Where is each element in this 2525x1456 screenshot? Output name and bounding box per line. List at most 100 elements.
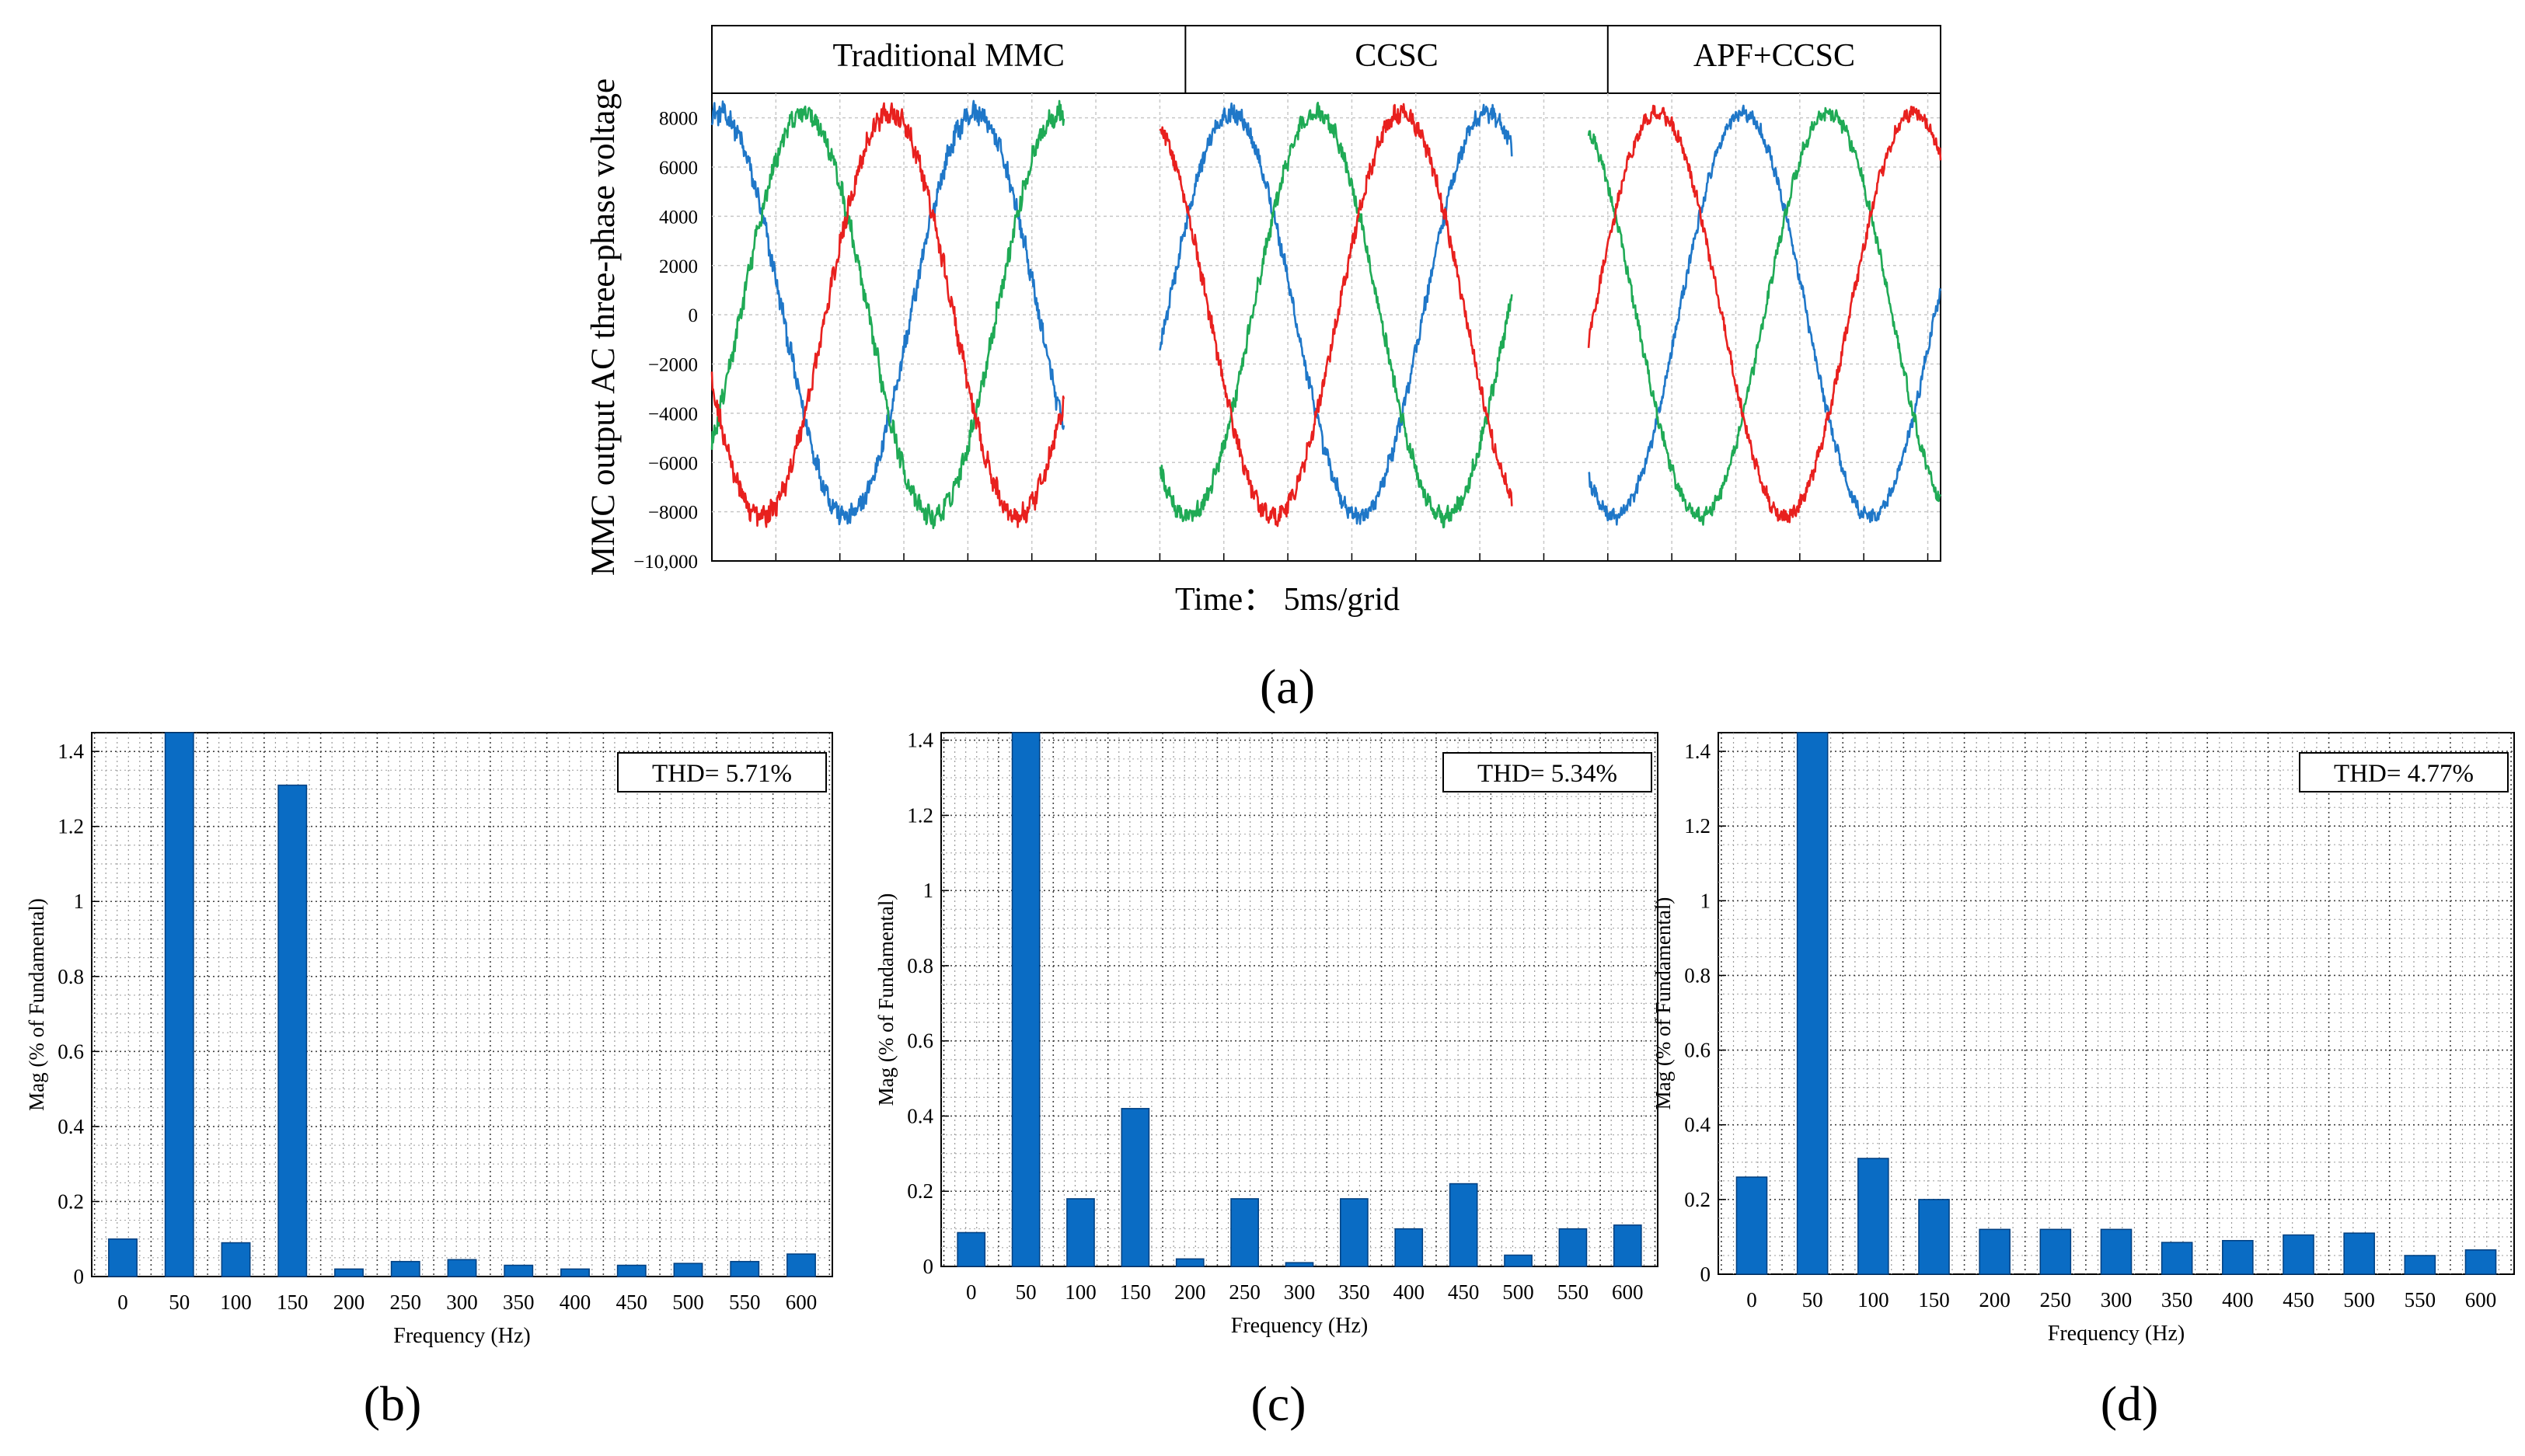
waveform-phase-green-seg3	[1587, 106, 1942, 526]
x-tick-label: 350	[1338, 1280, 1370, 1304]
y-tick-label: 0.8	[907, 954, 933, 977]
bar-600hz	[786, 1253, 816, 1277]
x-tick-label: 300	[2101, 1288, 2133, 1311]
y-tick-label: 0.6	[1684, 1039, 1711, 1062]
bar-400hz	[560, 1268, 590, 1277]
y-tick-label: 1	[923, 879, 934, 902]
x-axis-label: Time： 5ms/grid	[1175, 582, 1400, 618]
y-tick-label: 4000	[659, 207, 698, 228]
bar-50hz	[1796, 732, 1829, 1275]
x-tick-label: 50	[1802, 1288, 1823, 1311]
bar-400hz	[1394, 1228, 1424, 1267]
bar-250hz	[390, 1260, 420, 1277]
x-tick-label: 150	[1918, 1288, 1950, 1311]
bar-250hz	[1230, 1198, 1259, 1267]
plot-area	[91, 732, 833, 1277]
bar-550hz	[1558, 1228, 1588, 1267]
y-axis-label: Mag (% of Fundamental)	[1651, 897, 1675, 1110]
x-tick-label: 600	[1612, 1280, 1644, 1304]
x-tick-label: 250	[1229, 1280, 1261, 1304]
plot-area	[711, 92, 1941, 562]
panel-a-waveform-chart: Traditional MMC CCSC APF+CCSC 8000 6000 4000 2…	[585, 25, 1942, 714]
segment-title: CCSC	[1355, 38, 1438, 74]
y-axis-label: MMC output AC three-phase voltage	[585, 78, 622, 576]
x-tick-label: 550	[1557, 1280, 1589, 1304]
x-tick-label: 250	[2040, 1288, 2072, 1311]
waveform-phase-blue-seg2	[1159, 102, 1513, 525]
bar-600hz	[1613, 1224, 1642, 1267]
x-tick-label: 100	[1857, 1288, 1889, 1311]
bar-450hz	[2283, 1234, 2314, 1275]
x-tick-label: 150	[1120, 1280, 1152, 1304]
bar-600hz	[2464, 1249, 2497, 1275]
x-tick-label: 400	[2222, 1288, 2254, 1311]
bar-500hz	[2343, 1232, 2375, 1275]
bar-200hz	[1175, 1258, 1205, 1267]
x-tick-label: 550	[729, 1291, 761, 1314]
x-tick-label: 250	[390, 1291, 422, 1314]
y-tick-label: 0.4	[907, 1104, 933, 1127]
bar-50hz	[164, 732, 194, 1277]
y-tick-label: 1.2	[1684, 814, 1711, 838]
panel-label-c: (c)	[1250, 1376, 1306, 1431]
bar-100hz	[221, 1242, 251, 1277]
plot-area	[940, 732, 1658, 1267]
y-tick-label: 0.4	[58, 1115, 84, 1138]
y-tick-label: 1.4	[58, 740, 84, 763]
bar-400hz	[2222, 1239, 2254, 1275]
bar-300hz	[1285, 1262, 1314, 1267]
x-tick-label: 350	[503, 1291, 535, 1314]
x-tick-label: 500	[672, 1291, 704, 1314]
bar-300hz	[447, 1259, 477, 1277]
panel-label-b: (b)	[364, 1376, 422, 1431]
bar-450hz	[1449, 1183, 1478, 1267]
x-tick-label: 100	[1065, 1280, 1097, 1304]
bar-500hz	[673, 1263, 703, 1277]
waveform-phase-blue-seg3	[1588, 104, 1942, 526]
y-tick-label: 1.2	[907, 803, 933, 827]
y-tick-label: 2000	[659, 256, 698, 277]
y-tick-label: 0.8	[58, 965, 84, 988]
y-axis-label: Mag (% of Fundamental)	[874, 893, 898, 1106]
y-tick-label: 0	[689, 305, 699, 326]
panel-label-a: (a)	[1260, 659, 1315, 714]
bar-0hz	[957, 1231, 986, 1267]
y-tick-label: 0.2	[58, 1190, 84, 1213]
bar-500hz	[1504, 1254, 1533, 1267]
bar-0hz	[108, 1238, 138, 1277]
panel-b-spectrum-chart: 0 50 100 150 200 250 300 350 400 450 500 550 600 0 0.2…	[25, 732, 833, 1431]
y-tick-label: 0.2	[907, 1179, 933, 1203]
bar-50hz	[1011, 732, 1041, 1267]
bar-550hz	[2404, 1255, 2436, 1275]
y-tick-label: −4000	[648, 404, 698, 425]
thd-annotation-box	[2299, 752, 2509, 792]
thd-annotation: THD= 4.77%	[2334, 760, 2474, 788]
thd-annotation-box	[1442, 752, 1652, 792]
bar-150hz	[277, 784, 308, 1277]
x-tick-label: 300	[1284, 1280, 1316, 1304]
y-tick-label: 1	[1700, 889, 1711, 912]
bar-450hz	[616, 1264, 647, 1277]
waveform-phase-red-seg2	[1159, 103, 1513, 528]
bar-100hz	[1066, 1198, 1095, 1267]
y-tick-label: −8000	[648, 503, 698, 524]
x-tick-label: 150	[277, 1291, 309, 1314]
bar-550hz	[730, 1260, 760, 1277]
x-tick-label: 50	[169, 1291, 190, 1314]
x-tick-label: 600	[2465, 1288, 2497, 1311]
y-tick-label: 0	[1700, 1263, 1711, 1286]
panel-label-d: (d)	[2101, 1376, 2159, 1431]
y-tick-label: 0.4	[1684, 1113, 1711, 1137]
waveform-phase-red-seg3	[1587, 104, 1942, 524]
y-tick-label: 1	[74, 890, 85, 913]
bar-100hz	[1857, 1158, 1889, 1275]
segment-title: APF+CCSC	[1693, 38, 1855, 74]
x-tick-label: 450	[1448, 1280, 1480, 1304]
bar-200hz	[1979, 1228, 2011, 1275]
x-tick-label: 400	[560, 1291, 591, 1314]
y-tick-label: 0.6	[58, 1040, 84, 1063]
y-axis-label: Mag (% of Fundamental)	[25, 898, 48, 1111]
bar-350hz	[2161, 1242, 2193, 1275]
x-tick-label: 50	[1016, 1280, 1037, 1304]
x-tick-label: 500	[2343, 1288, 2375, 1311]
